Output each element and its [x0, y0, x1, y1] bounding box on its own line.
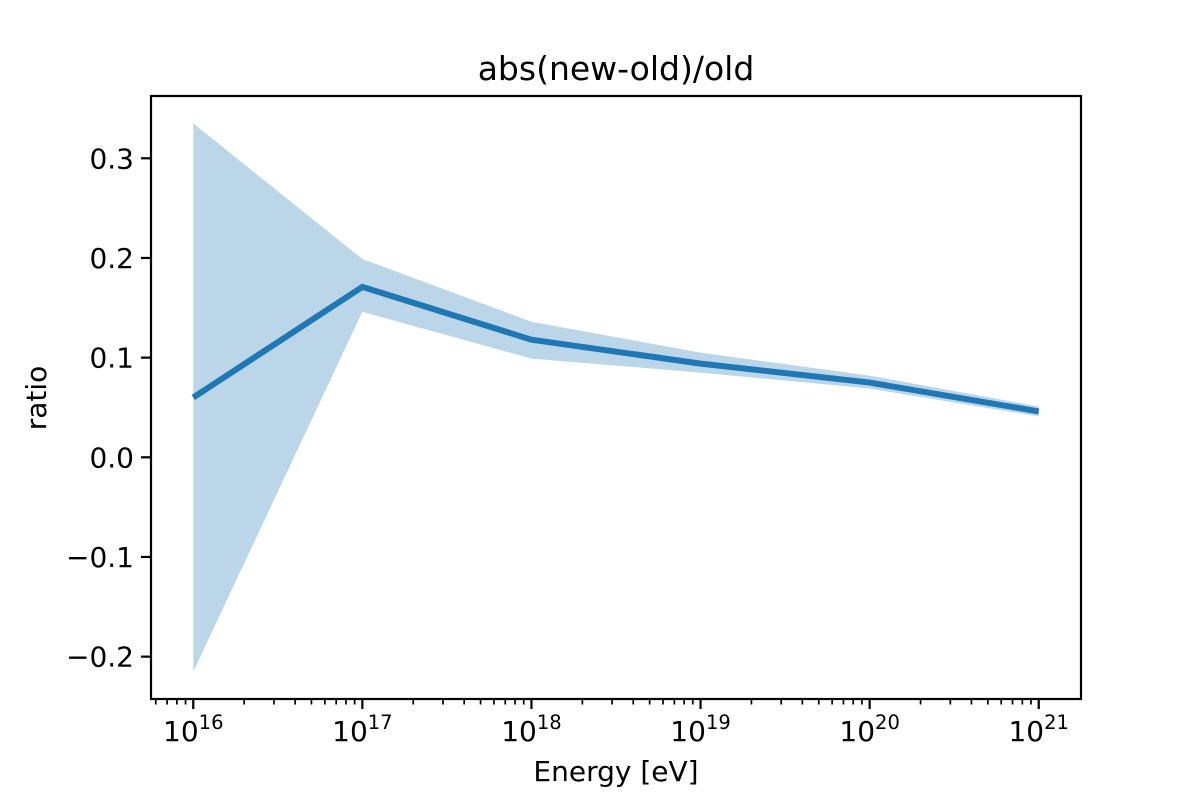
y-tick-label: −0.1 — [66, 541, 134, 574]
axis-ticks-group: 0.3 0.2 0.1 0.0 −0.1 −0.2 1016 1017 1018 1019 1020… — [66, 142, 1069, 748]
axes-frame — [149, 94, 1083, 701]
ratio-line — [191, 283, 1040, 415]
x-tick-label: 1019 — [670, 711, 730, 748]
data-line-group — [191, 283, 1040, 415]
x-tick-label: 1017 — [332, 711, 392, 748]
x-tick-label: 1018 — [501, 711, 561, 748]
y-tick-label: 0.1 — [89, 342, 134, 375]
x-axis-label: Energy [eV] — [533, 755, 698, 788]
x-tick-label: 1016 — [163, 711, 223, 748]
y-axis-label: ratio — [20, 366, 53, 431]
y-tick-label: 0.3 — [89, 142, 134, 175]
y-tick-label: 0.0 — [89, 441, 134, 474]
y-tick-label: 0.2 — [89, 242, 134, 275]
x-tick-label: 1020 — [839, 711, 899, 748]
uncertainty-band — [193, 123, 1039, 672]
uncertainty-band-group — [193, 123, 1039, 672]
y-tick-label: −0.2 — [66, 641, 134, 674]
chart-title: abs(new-old)/old — [478, 49, 755, 88]
x-tick-label: 1021 — [1008, 711, 1068, 748]
